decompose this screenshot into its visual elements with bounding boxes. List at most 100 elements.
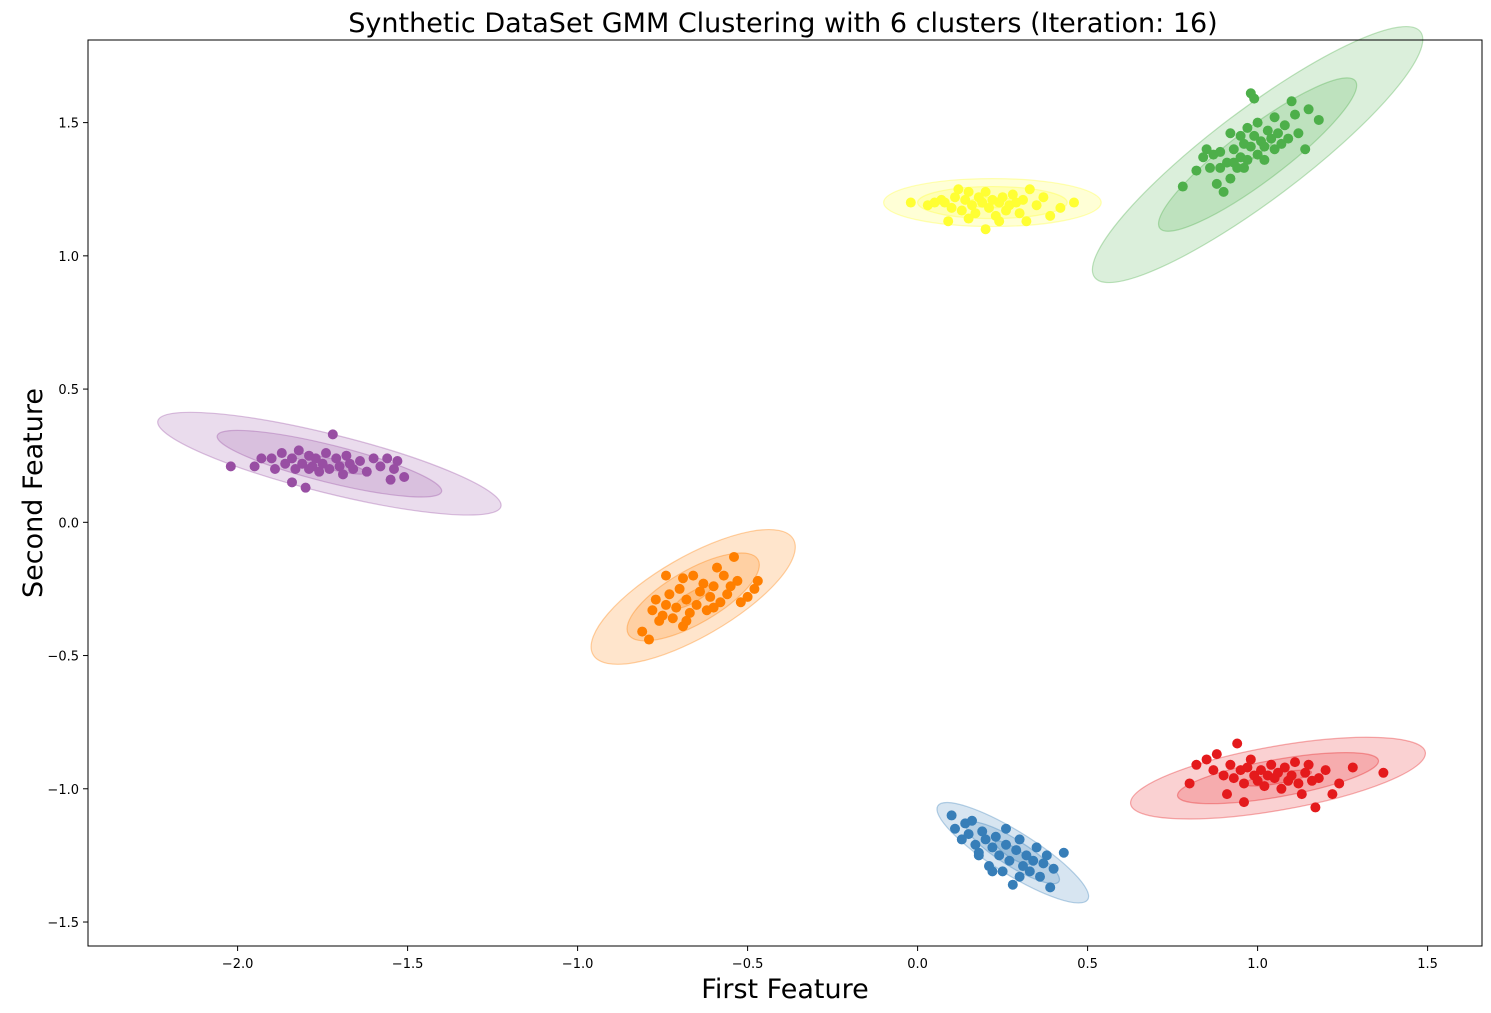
cluster-1-point (943, 216, 954, 227)
cluster-1-point (939, 197, 950, 208)
cluster-4-point (1303, 759, 1314, 770)
cluster-0-point (1205, 162, 1215, 173)
cluster-2-point (310, 453, 321, 464)
cluster-4-point (1239, 797, 1249, 808)
cluster-0-point (1283, 133, 1294, 144)
cluster-1-point (1045, 210, 1056, 221)
cluster-0-point (1273, 128, 1283, 139)
cluster-3-point (671, 602, 682, 613)
chart-title: Synthetic DataSet GMM Clustering with 6 … (348, 8, 1217, 39)
cluster-0-point (1300, 144, 1311, 155)
cluster-3-point (684, 607, 695, 618)
cluster-3-point (698, 578, 709, 589)
cluster-4-point (1334, 778, 1345, 789)
cluster-5-point (973, 847, 984, 858)
cluster-4-point (1347, 762, 1358, 773)
cluster-4-point (1259, 781, 1270, 792)
cluster-4-point (1218, 770, 1229, 781)
cluster-1-point (967, 200, 977, 211)
cluster-1-point (980, 186, 991, 197)
cluster-0-point (1266, 133, 1277, 144)
cluster-4-point (1256, 765, 1266, 776)
cluster-2-point (290, 464, 301, 475)
cluster-3-point (688, 570, 699, 581)
cluster-0-point (1252, 117, 1263, 128)
cluster-3-point (678, 573, 688, 584)
cluster-3-point (650, 594, 661, 605)
cluster-2-point (293, 445, 304, 456)
y-tick-label: 0.0 (58, 516, 79, 531)
cluster-2-ellipse-1 (216, 429, 443, 498)
cluster-2-point (287, 453, 297, 464)
x-tick-label: −1.5 (392, 957, 424, 972)
cluster-5-point (1004, 855, 1015, 866)
cluster-2-point (297, 458, 308, 469)
cluster-2-point (375, 461, 386, 472)
cluster-1-point (970, 208, 981, 219)
cluster-0-point (1201, 144, 1212, 155)
cluster-0-point (1293, 128, 1304, 139)
cluster-4-point (1239, 778, 1249, 789)
cluster-3-point (752, 575, 763, 586)
cluster-5-point (1014, 871, 1025, 882)
cluster-2-point (249, 461, 260, 472)
cluster-3-point (637, 626, 648, 637)
cluster-4-point (1201, 754, 1212, 765)
cluster-2-point (355, 456, 365, 467)
cluster-3-point (732, 575, 743, 586)
cluster-3-point (644, 634, 654, 645)
cluster-4-point (1228, 773, 1239, 784)
cluster-0-point (1269, 112, 1280, 123)
cluster-4-point (1378, 767, 1389, 778)
cluster-2-point (270, 464, 280, 475)
cluster-1-point (963, 213, 974, 224)
cluster-5-point (1058, 847, 1069, 858)
cluster-3-point (681, 615, 692, 626)
cluster-4-point (1222, 789, 1232, 800)
cluster-5-point (1007, 879, 1018, 890)
cluster-5-point (1011, 845, 1022, 856)
cluster-0-point (1269, 144, 1280, 155)
cluster-0-point (1218, 186, 1229, 197)
cluster-2-point (276, 448, 287, 459)
cluster-2-point (368, 453, 379, 464)
cluster-5-point (956, 834, 967, 845)
cluster-0-point (1235, 130, 1246, 141)
cluster-3-point (661, 570, 671, 581)
cluster-3-point (722, 589, 733, 600)
cluster-3-point (695, 586, 705, 597)
cluster-2-point (361, 466, 372, 477)
cluster-4-point (1245, 754, 1256, 765)
cluster-0-point (1259, 141, 1270, 152)
cluster-4-point (1296, 789, 1307, 800)
y-tick-label: 0.5 (58, 383, 79, 398)
cluster-0-point (1286, 96, 1297, 107)
cluster-5-point (1018, 861, 1028, 872)
cluster-1-point (1007, 189, 1018, 200)
cluster-0-point (1225, 173, 1236, 184)
cluster-2-point (392, 456, 403, 467)
cluster-4-point (1266, 759, 1277, 770)
cluster-4-point (1273, 767, 1283, 778)
cluster-4-point (1320, 765, 1331, 776)
cluster-2-point (385, 474, 396, 485)
cluster-4-point (1184, 778, 1195, 789)
cluster-2-point (266, 453, 277, 464)
cluster-3-point (718, 570, 729, 581)
cluster-0-point (1211, 178, 1222, 189)
cluster-3-point (725, 581, 736, 592)
cluster-5-point (946, 810, 957, 821)
cluster-4-point (1310, 802, 1321, 813)
plot-frame (87, 39, 1483, 947)
cluster-5-point (994, 850, 1005, 861)
x-tick-label: 0.5 (1077, 957, 1098, 972)
cluster-3-point (681, 594, 692, 605)
cluster-2-point (324, 464, 335, 475)
x-tick-label: 1.5 (1417, 957, 1438, 972)
cluster-2-point (331, 453, 342, 464)
cluster-5-point (1001, 839, 1011, 850)
cluster-1-point (1038, 192, 1049, 203)
cluster-1-point (960, 194, 971, 205)
cluster-1-point (946, 202, 957, 213)
cluster-0-point (1279, 120, 1290, 131)
